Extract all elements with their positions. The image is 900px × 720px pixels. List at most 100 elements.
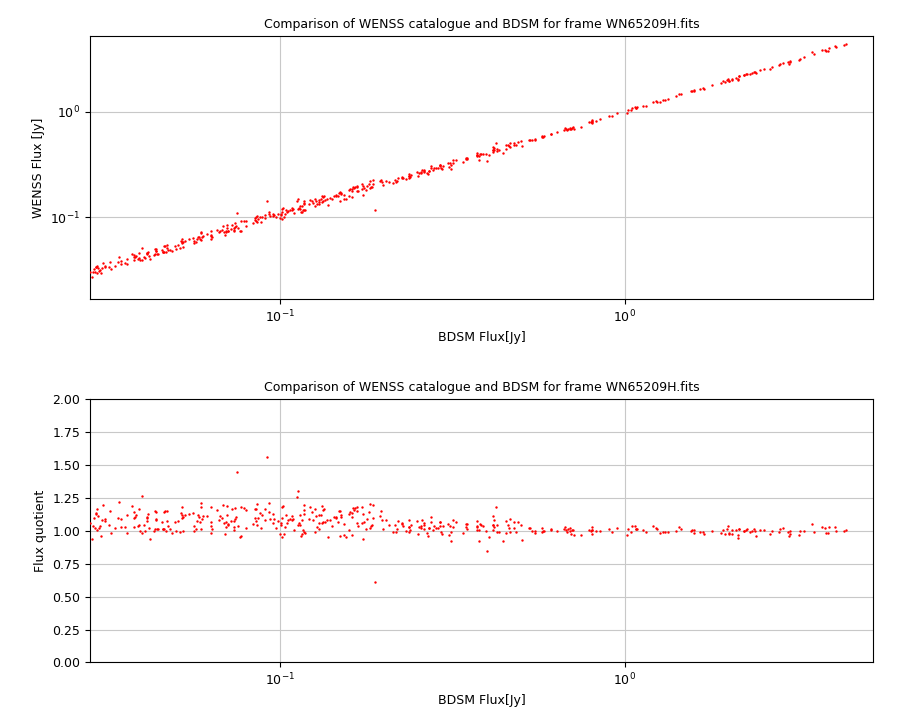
Point (714, 528, 728, 539)
Point (424, 162, 438, 174)
Point (421, 168, 436, 179)
Point (212, 514, 226, 526)
Point (574, 121, 589, 132)
Point (253, 216, 267, 228)
Point (306, 514, 320, 526)
Point (501, 519, 516, 531)
Point (327, 512, 341, 523)
Point (527, 133, 542, 145)
Point (395, 518, 410, 529)
Point (382, 519, 396, 531)
Point (459, 522, 473, 534)
Point (128, 510, 142, 522)
Point (248, 512, 262, 523)
Point (297, 508, 311, 520)
Point (226, 225, 240, 237)
Point (190, 233, 204, 245)
Point (135, 243, 149, 254)
Point (507, 137, 521, 148)
Point (592, 525, 607, 536)
Point (585, 524, 599, 536)
Point (563, 124, 578, 135)
Point (149, 248, 164, 260)
Point (276, 500, 291, 512)
Point (781, 58, 796, 70)
Point (562, 526, 577, 537)
Point (251, 214, 266, 225)
Point (89, 262, 104, 274)
Point (282, 205, 296, 217)
Point (246, 518, 260, 530)
Point (503, 526, 517, 538)
Point (140, 248, 155, 259)
Point (147, 525, 161, 536)
Point (630, 523, 644, 535)
Point (239, 215, 254, 226)
Point (345, 512, 359, 523)
Point (95, 500, 110, 511)
Point (550, 127, 564, 138)
Point (421, 523, 436, 534)
Point (828, 521, 842, 532)
Point (279, 510, 293, 521)
Point (823, 521, 837, 533)
Point (356, 180, 371, 192)
Point (308, 201, 322, 212)
Point (129, 510, 143, 521)
Point (114, 521, 129, 533)
Point (753, 65, 768, 76)
Point (328, 189, 343, 201)
Point (104, 527, 119, 539)
Point (137, 519, 151, 531)
Point (486, 143, 500, 154)
Point (157, 523, 171, 534)
Point (325, 194, 339, 205)
Point (459, 153, 473, 165)
Point (191, 510, 205, 521)
Point (658, 94, 672, 106)
Point (135, 254, 149, 266)
Point (308, 503, 322, 515)
Point (791, 54, 806, 66)
Point (722, 528, 736, 539)
Point (302, 513, 317, 525)
Point (220, 222, 234, 233)
Point (216, 499, 230, 510)
Point (94, 268, 108, 279)
Point (355, 517, 369, 528)
Point (346, 181, 361, 193)
Point (286, 513, 301, 525)
Point (791, 528, 806, 540)
Point (649, 523, 663, 534)
Point (102, 519, 116, 531)
Point (251, 513, 266, 524)
Point (404, 519, 419, 531)
Point (563, 528, 578, 540)
Point (210, 504, 224, 516)
Point (160, 520, 175, 531)
Point (507, 139, 521, 150)
Point (292, 485, 306, 497)
Point (350, 518, 365, 529)
Point (255, 212, 269, 223)
Point (502, 522, 517, 534)
Point (470, 521, 484, 532)
Point (685, 524, 699, 536)
Point (417, 520, 431, 531)
Point (527, 526, 542, 537)
Point (189, 523, 203, 534)
Point (417, 166, 431, 177)
Point (334, 512, 348, 523)
Point (310, 521, 324, 532)
Point (320, 514, 335, 526)
Point (479, 148, 493, 160)
Point (396, 172, 410, 184)
Point (238, 221, 253, 233)
Point (174, 507, 188, 518)
Point (556, 523, 571, 535)
X-axis label: BDSM Flux[Jy]: BDSM Flux[Jy] (437, 331, 526, 344)
Point (314, 509, 328, 521)
Point (805, 46, 819, 58)
Point (731, 74, 745, 86)
Point (475, 148, 490, 159)
